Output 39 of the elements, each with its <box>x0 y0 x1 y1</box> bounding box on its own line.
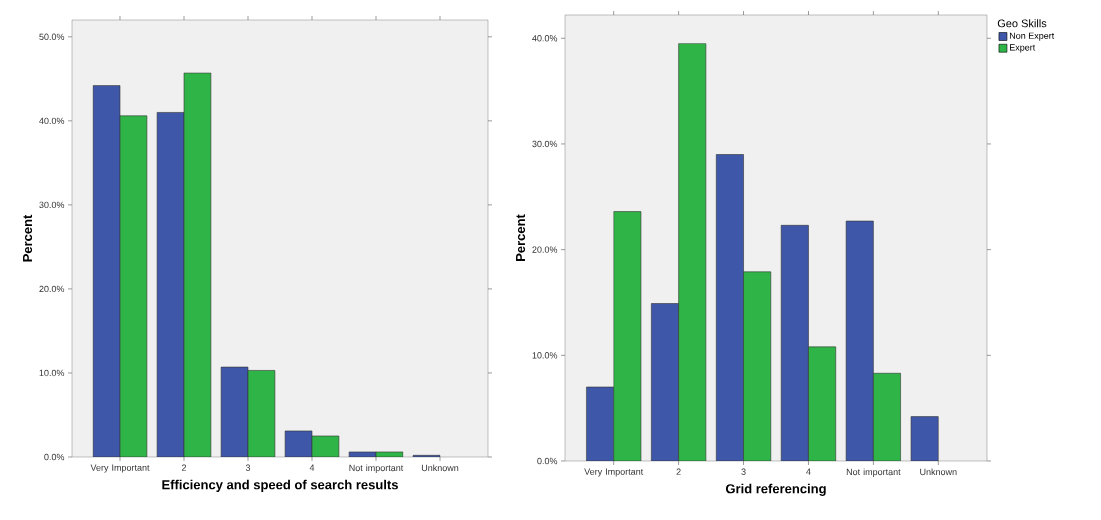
y-tick-label: 30.0% <box>532 140 558 148</box>
bar <box>651 303 679 461</box>
y-tick-label: 40.0% <box>532 35 558 42</box>
bar <box>92 85 121 457</box>
x-axis-title: Efficiency and speed of search results <box>162 479 398 492</box>
y-tick-label: 50.0% <box>39 33 65 40</box>
y-tick-label: 20.0% <box>532 246 558 253</box>
x-tick-label: 3 <box>741 468 746 475</box>
y-tick-label: 0.0% <box>537 457 558 465</box>
x-tick-label: 4 <box>806 468 811 475</box>
x-tick-label: 2 <box>181 464 187 471</box>
x-axis-title: Grid referencing <box>725 483 826 496</box>
y-tick-label: 10.0% <box>532 352 558 359</box>
bar <box>780 225 809 461</box>
x-tick-label: Unknown <box>920 468 957 476</box>
y-tick-label: 0.0% <box>44 453 65 461</box>
y-tick-label: 40.0% <box>39 117 65 125</box>
x-tick-label: Very Important <box>90 464 150 473</box>
x-tick-label: 2 <box>676 468 681 475</box>
bar <box>220 366 249 457</box>
bar <box>715 154 744 461</box>
y-axis-title: Percent <box>516 214 526 261</box>
x-tick-label: Unknown <box>421 464 459 472</box>
legend-label: Expert <box>1009 44 1036 53</box>
x-tick-label: 4 <box>309 464 315 471</box>
x-tick-label: Very Important <box>584 468 644 477</box>
y-tick-label: 30.0% <box>39 201 65 209</box>
bar <box>156 112 185 457</box>
bar <box>910 416 939 461</box>
legend-title: Geo Skills <box>997 19 1047 28</box>
x-tick-label: Not important <box>349 464 404 473</box>
x-tick-label: Not important <box>846 468 901 477</box>
y-tick-label: 10.0% <box>39 369 65 377</box>
y-axis-title: Percent <box>23 214 33 262</box>
bar <box>586 386 614 461</box>
legend-label: Non Expert <box>1009 32 1055 41</box>
x-tick-label: 3 <box>245 464 251 471</box>
y-tick-label: 20.0% <box>39 285 65 293</box>
bar <box>845 220 874 461</box>
